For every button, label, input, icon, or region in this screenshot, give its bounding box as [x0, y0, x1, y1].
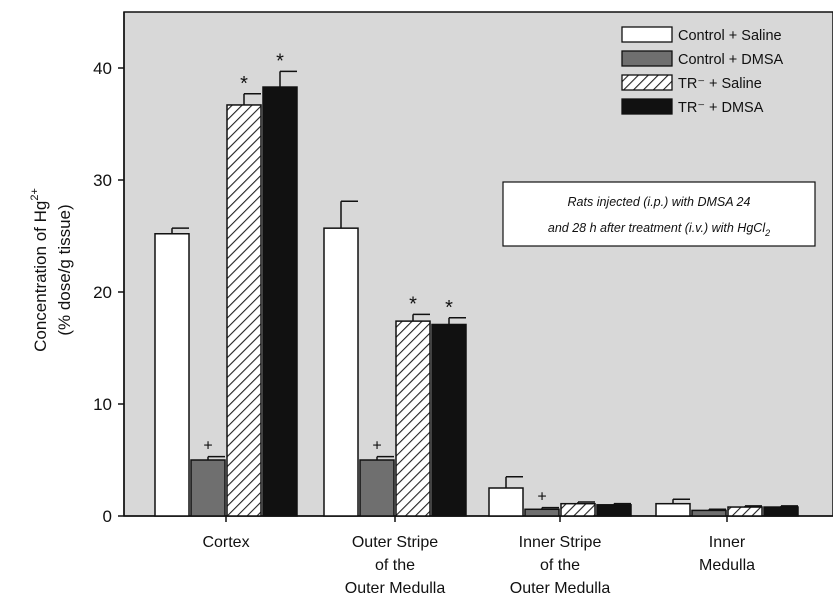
x-tick-label: of the — [540, 557, 580, 574]
bars: + * * + * * + — [154, 50, 799, 517]
y-tick-label: 20 — [93, 283, 112, 302]
x-tick-label: of the — [375, 557, 415, 574]
annotation-subscript: 2 — [764, 228, 770, 238]
y-tick-label: 40 — [93, 59, 112, 78]
y-axis-title: Concentration of Hg2+ (% dose/g tissue) — [29, 188, 74, 352]
bar-hatch-2 — [395, 320, 431, 517]
y-axis-title-line-2: (% dose/g tissue) — [55, 204, 74, 335]
legend-swatch-hatch — [621, 74, 673, 91]
bar-black-1 — [262, 86, 298, 517]
annotation-frame — [502, 181, 816, 247]
y-axis-title-superscript: 2+ — [29, 188, 41, 201]
bar-black-3 — [596, 504, 632, 517]
bar-hatch-3 — [560, 502, 596, 517]
bar-gray-1 — [190, 459, 226, 517]
legend: Control + Saline Control + DMSA TR⁻ + Sali… — [621, 26, 783, 116]
legend-label: Control + Saline — [678, 28, 782, 44]
bar-gray-4 — [691, 509, 727, 517]
significance-plus: + — [537, 489, 546, 506]
significance-plus: + — [203, 438, 212, 455]
x-tick-label: Outer Stripe — [352, 534, 438, 551]
legend-label: TR⁻ + Saline — [678, 76, 762, 92]
x-axis: Cortex Outer Stripe of the Outer Medulla Inn… — [124, 515, 833, 597]
annotation-line-2: and 28 h after treatment (i.v.) with HgC… — [548, 221, 770, 238]
x-tick-label: Inner — [709, 534, 746, 551]
bar-hatch-4 — [727, 506, 763, 517]
annotation-box: Rats injected (i.p.) with DMSA 24 and 28 … — [502, 181, 816, 247]
bar-gray-2 — [359, 459, 395, 517]
x-tick-label: Outer Medulla — [345, 580, 446, 597]
x-tick-label: Cortex — [202, 534, 249, 551]
y-axis-title-line-1: Concentration of Hg2+ — [29, 188, 50, 352]
legend-swatch-gray — [621, 50, 673, 67]
y-axis-title-main: Concentration of Hg — [31, 201, 50, 352]
bar-black-2 — [431, 323, 467, 517]
bar-white-1 — [154, 233, 190, 517]
legend-swatch-black — [621, 98, 673, 115]
x-tick-label: Outer Medulla — [510, 580, 611, 597]
y-tick-label: 30 — [93, 171, 112, 190]
bar-hatch-1 — [226, 104, 262, 517]
bar-black-4 — [763, 506, 799, 517]
bar-gray-3 — [524, 508, 560, 517]
y-tick-label: 10 — [93, 395, 112, 414]
significance-asterisk: * — [445, 297, 453, 319]
y-tick-label: 0 — [103, 507, 112, 526]
annotation-line-1: Rats injected (i.p.) with DMSA 24 — [568, 195, 751, 209]
legend-label: TR⁻ + DMSA — [678, 100, 764, 116]
legend-swatch-white — [621, 26, 673, 43]
bar-white-4 — [655, 502, 691, 517]
significance-asterisk: * — [240, 73, 248, 95]
significance-plus: + — [372, 438, 381, 455]
x-tick-label: Medulla — [699, 557, 755, 574]
bar-white-2 — [323, 227, 359, 517]
bar-white-3 — [488, 487, 524, 517]
x-tick-label: Inner Stripe — [519, 534, 602, 551]
significance-asterisk: * — [409, 293, 417, 315]
significance-asterisk: * — [276, 50, 284, 72]
legend-label: Control + DMSA — [678, 52, 783, 68]
y-axis: 0 10 20 30 40 — [93, 12, 125, 526]
